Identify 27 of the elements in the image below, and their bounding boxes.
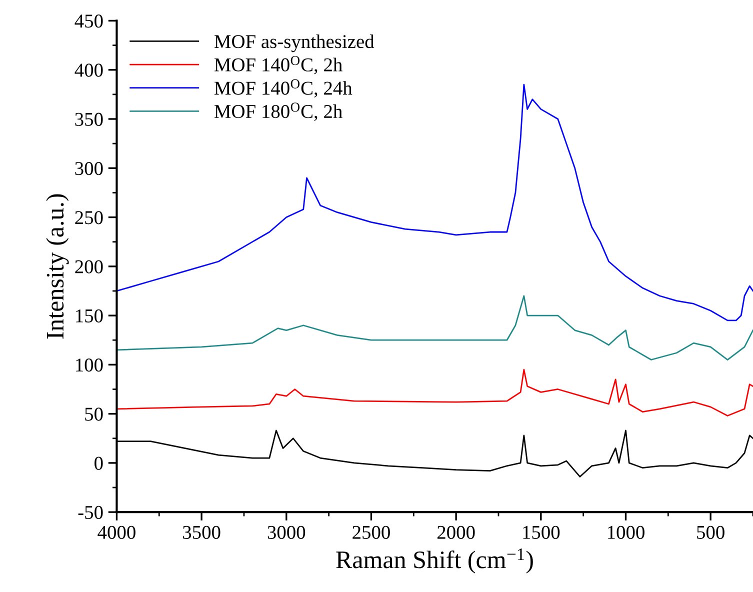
x-tick-label: 2500 (352, 526, 390, 539)
x-tick-label: 1500 (523, 526, 560, 539)
y-tick-label: 250 (75, 211, 103, 224)
line-series (116, 368, 753, 416)
y-axis-title: Intensity (a.u.) (46, 194, 69, 339)
y-tick-label: 300 (75, 162, 103, 176)
legend-label: MOF 140$^{O}$C, 2h (214, 56, 342, 74)
x-tick-label: 2000 (437, 526, 475, 539)
x-tick-label: 3000 (268, 526, 306, 539)
legend-label: MOF as-synthesized (214, 34, 374, 52)
y-tick-label: 450 (74, 14, 103, 28)
y-tick-label: 400 (74, 64, 103, 77)
legend-label: MOF 180$^{O}$C, 2h (214, 102, 342, 121)
y-tick-label: -50 (78, 506, 103, 520)
x-tick-label: 3500 (183, 526, 220, 539)
y-tick-label: 200 (75, 260, 103, 274)
y-tick-label: 350 (75, 112, 103, 126)
y-tick-label: 50 (85, 408, 103, 421)
legend-label: MOF 140$^{O}$C, 24h (214, 79, 352, 98)
y-tick-label: 150 (76, 309, 103, 322)
x-tick-label: 1000 (608, 526, 644, 539)
x-tick-label: 4000 (98, 526, 136, 539)
line-series (116, 295, 753, 360)
y-tick-label: 100 (76, 358, 103, 372)
x-tick-label: 500 (697, 526, 724, 539)
y-tick-label: 0 (94, 456, 103, 470)
x-axis-title: Raman Shift (cm$^{−1}$) (336, 548, 533, 574)
